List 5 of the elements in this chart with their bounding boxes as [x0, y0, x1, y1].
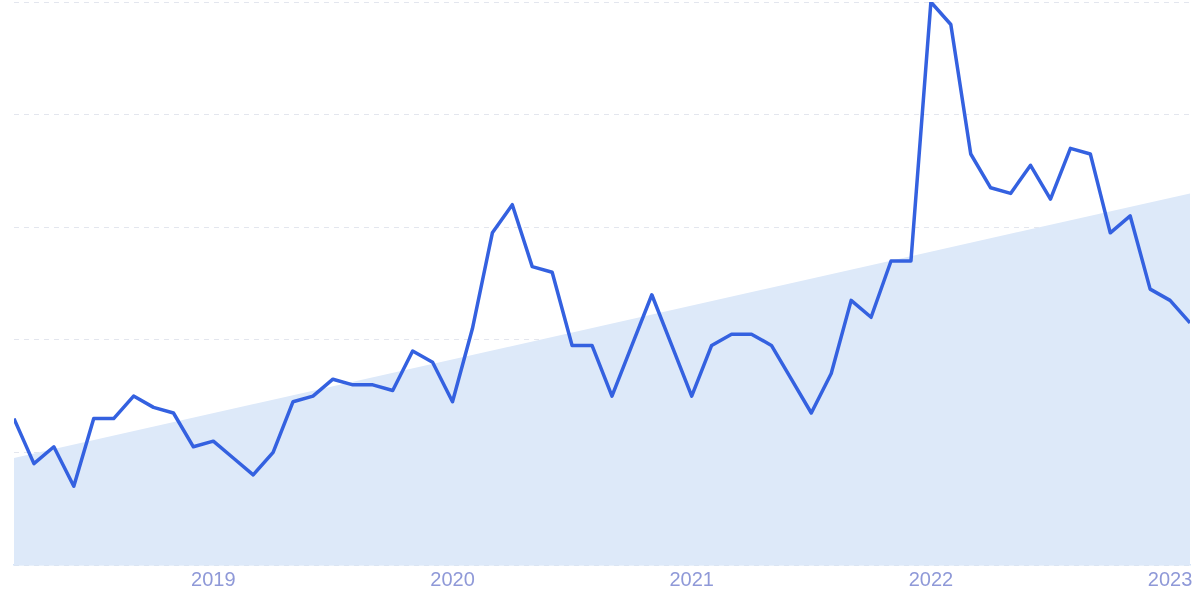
- x-tick-label: 2020: [430, 567, 475, 590]
- x-tick-label: 2023: [1147, 567, 1193, 590]
- x-tick-label: 2019: [191, 567, 236, 590]
- x-tick-label: 2021: [669, 567, 714, 590]
- x-tick-label: 2022: [908, 567, 954, 590]
